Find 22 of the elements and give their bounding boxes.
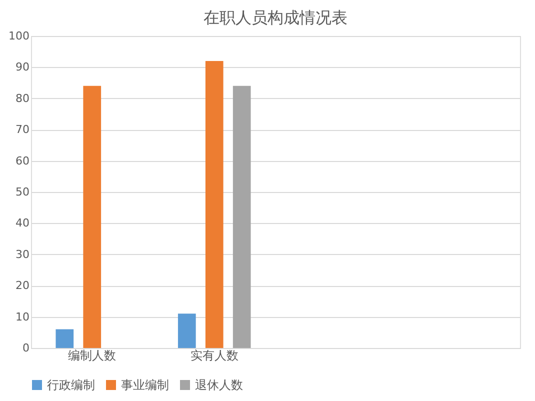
legend-label: 退休人数 [195, 378, 243, 392]
bar [178, 314, 196, 348]
bar [205, 60, 224, 348]
legend-label: 行政编制 [47, 378, 95, 392]
y-tick-label: 0 [22, 342, 30, 354]
bar [56, 329, 74, 348]
bar [83, 86, 102, 348]
y-tick-label: 90 [16, 60, 30, 74]
bar [232, 86, 251, 348]
y-tick-label: 100 [8, 30, 30, 42]
legend-label: 事业编制 [121, 378, 169, 392]
chart-title: 在职人员构成情况表 [204, 8, 348, 27]
y-tick-label: 50 [16, 186, 30, 198]
x-tick-label: 实有人数 [190, 348, 238, 362]
y-tick-label: 70 [16, 123, 30, 136]
y-tick-label: 80 [16, 92, 30, 105]
y-tick-label: 40 [16, 216, 30, 230]
y-tick-label: 60 [16, 154, 30, 168]
y-tick-label: 10 [16, 310, 30, 324]
x-tick-label: 编制人数 [68, 348, 116, 362]
y-tick-label: 30 [16, 248, 30, 261]
y-tick-label: 20 [16, 279, 30, 292]
